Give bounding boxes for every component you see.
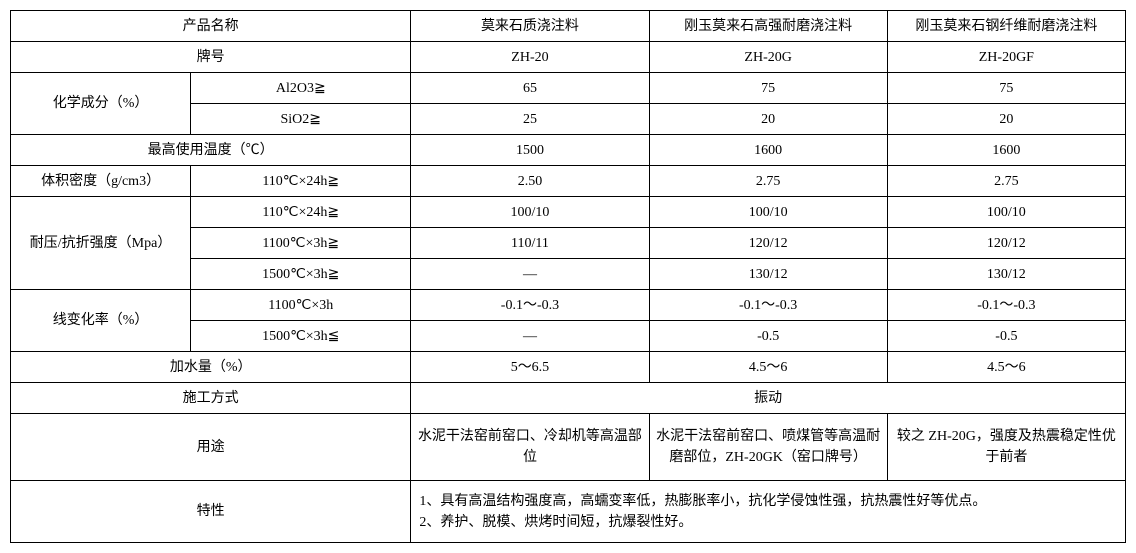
table-row: 用途 水泥干法窑前窑口、冷却机等高温部位 水泥干法窑前窑口、喷煤管等高温耐磨部位… bbox=[11, 414, 1126, 481]
maxtemp-label: 最高使用温度（℃） bbox=[11, 135, 411, 166]
al2o3-col2: 75 bbox=[649, 73, 887, 104]
grade-label: 牌号 bbox=[11, 42, 411, 73]
usage-col1: 水泥干法窑前窑口、冷却机等高温部位 bbox=[411, 414, 649, 481]
maxtemp-col3: 1600 bbox=[887, 135, 1125, 166]
al2o3-col3: 75 bbox=[887, 73, 1125, 104]
water-col3: 4.5～6 bbox=[887, 352, 1125, 383]
table-row: 耐压/抗折强度（Mpa） 110℃×24h≧ 100/10 100/10 100… bbox=[11, 197, 1126, 228]
table-row: 线变化率（%） 1100℃×3h -0.1～-0.3 -0.1～-0.3 -0.… bbox=[11, 290, 1126, 321]
strength-label: 耐压/抗折强度（Mpa） bbox=[11, 197, 191, 290]
usage-col3: 较之 ZH-20G，强度及热震稳定性优于前者 bbox=[887, 414, 1125, 481]
al2o3-label: Al2O3≧ bbox=[191, 73, 411, 104]
header-col1: 莫来石质浇注料 bbox=[411, 11, 649, 42]
header-col3: 刚玉莫来石钢纤维耐磨浇注料 bbox=[887, 11, 1125, 42]
table-row: 产品名称 莫来石质浇注料 刚玉莫来石高强耐磨浇注料 刚玉莫来石钢纤维耐磨浇注料 bbox=[11, 11, 1126, 42]
maxtemp-col1: 1500 bbox=[411, 135, 649, 166]
strength-r2-col1: 110/11 bbox=[411, 228, 649, 259]
features-label: 特性 bbox=[11, 481, 411, 543]
sio2-label: SiO2≧ bbox=[191, 104, 411, 135]
table-row: 特性 1、具有高温结构强度高，高蠕变率低，热膨胀率小，抗化学侵蚀性强，抗热震性好… bbox=[11, 481, 1126, 543]
water-col2: 4.5～6 bbox=[649, 352, 887, 383]
linear-r1-cond: 1100℃×3h bbox=[191, 290, 411, 321]
linear-r1-col3: -0.1～-0.3 bbox=[887, 290, 1125, 321]
usage-col2: 水泥干法窑前窑口、喷煤管等高温耐磨部位，ZH-20GK（窑口牌号） bbox=[649, 414, 887, 481]
grade-col1: ZH-20 bbox=[411, 42, 649, 73]
al2o3-col1: 65 bbox=[411, 73, 649, 104]
strength-r2-col2: 120/12 bbox=[649, 228, 887, 259]
linear-r2-col3: -0.5 bbox=[887, 321, 1125, 352]
density-label: 体积密度（g/cm3） bbox=[11, 166, 191, 197]
sio2-col1: 25 bbox=[411, 104, 649, 135]
strength-r2-col3: 120/12 bbox=[887, 228, 1125, 259]
features-value: 1、具有高温结构强度高，高蠕变率低，热膨胀率小，抗化学侵蚀性强，抗热震性好等优点… bbox=[411, 481, 1126, 543]
table-row: 化学成分（%） Al2O3≧ 65 75 75 bbox=[11, 73, 1126, 104]
linear-r1-col1: -0.1～-0.3 bbox=[411, 290, 649, 321]
grade-col2: ZH-20G bbox=[649, 42, 887, 73]
strength-r1-col3: 100/10 bbox=[887, 197, 1125, 228]
header-product-name: 产品名称 bbox=[11, 11, 411, 42]
density-col1: 2.50 bbox=[411, 166, 649, 197]
table-row: 最高使用温度（℃） 1500 1600 1600 bbox=[11, 135, 1126, 166]
sio2-col3: 20 bbox=[887, 104, 1125, 135]
linear-r2-col2: -0.5 bbox=[649, 321, 887, 352]
spec-table: 产品名称 莫来石质浇注料 刚玉莫来石高强耐磨浇注料 刚玉莫来石钢纤维耐磨浇注料 … bbox=[10, 10, 1126, 543]
strength-r1-col1: 100/10 bbox=[411, 197, 649, 228]
strength-r3-col3: 130/12 bbox=[887, 259, 1125, 290]
linear-label: 线变化率（%） bbox=[11, 290, 191, 352]
method-label: 施工方式 bbox=[11, 383, 411, 414]
strength-r2-cond: 1100℃×3h≧ bbox=[191, 228, 411, 259]
usage-label: 用途 bbox=[11, 414, 411, 481]
sio2-col2: 20 bbox=[649, 104, 887, 135]
strength-r1-col2: 100/10 bbox=[649, 197, 887, 228]
water-col1: 5～6.5 bbox=[411, 352, 649, 383]
header-col2: 刚玉莫来石高强耐磨浇注料 bbox=[649, 11, 887, 42]
table-row: 体积密度（g/cm3） 110℃×24h≧ 2.50 2.75 2.75 bbox=[11, 166, 1126, 197]
strength-r3-col2: 130/12 bbox=[649, 259, 887, 290]
water-label: 加水量（%） bbox=[11, 352, 411, 383]
method-value: 振动 bbox=[411, 383, 1126, 414]
table-row: 牌号 ZH-20 ZH-20G ZH-20GF bbox=[11, 42, 1126, 73]
table-row: 加水量（%） 5～6.5 4.5～6 4.5～6 bbox=[11, 352, 1126, 383]
density-col3: 2.75 bbox=[887, 166, 1125, 197]
table-row: 施工方式 振动 bbox=[11, 383, 1126, 414]
linear-r2-col1: — bbox=[411, 321, 649, 352]
maxtemp-col2: 1600 bbox=[649, 135, 887, 166]
linear-r1-col2: -0.1～-0.3 bbox=[649, 290, 887, 321]
strength-r1-cond: 110℃×24h≧ bbox=[191, 197, 411, 228]
strength-r3-cond: 1500℃×3h≧ bbox=[191, 259, 411, 290]
density-col2: 2.75 bbox=[649, 166, 887, 197]
strength-r3-col1: — bbox=[411, 259, 649, 290]
density-cond: 110℃×24h≧ bbox=[191, 166, 411, 197]
linear-r2-cond: 1500℃×3h≦ bbox=[191, 321, 411, 352]
chemical-label: 化学成分（%） bbox=[11, 73, 191, 135]
grade-col3: ZH-20GF bbox=[887, 42, 1125, 73]
